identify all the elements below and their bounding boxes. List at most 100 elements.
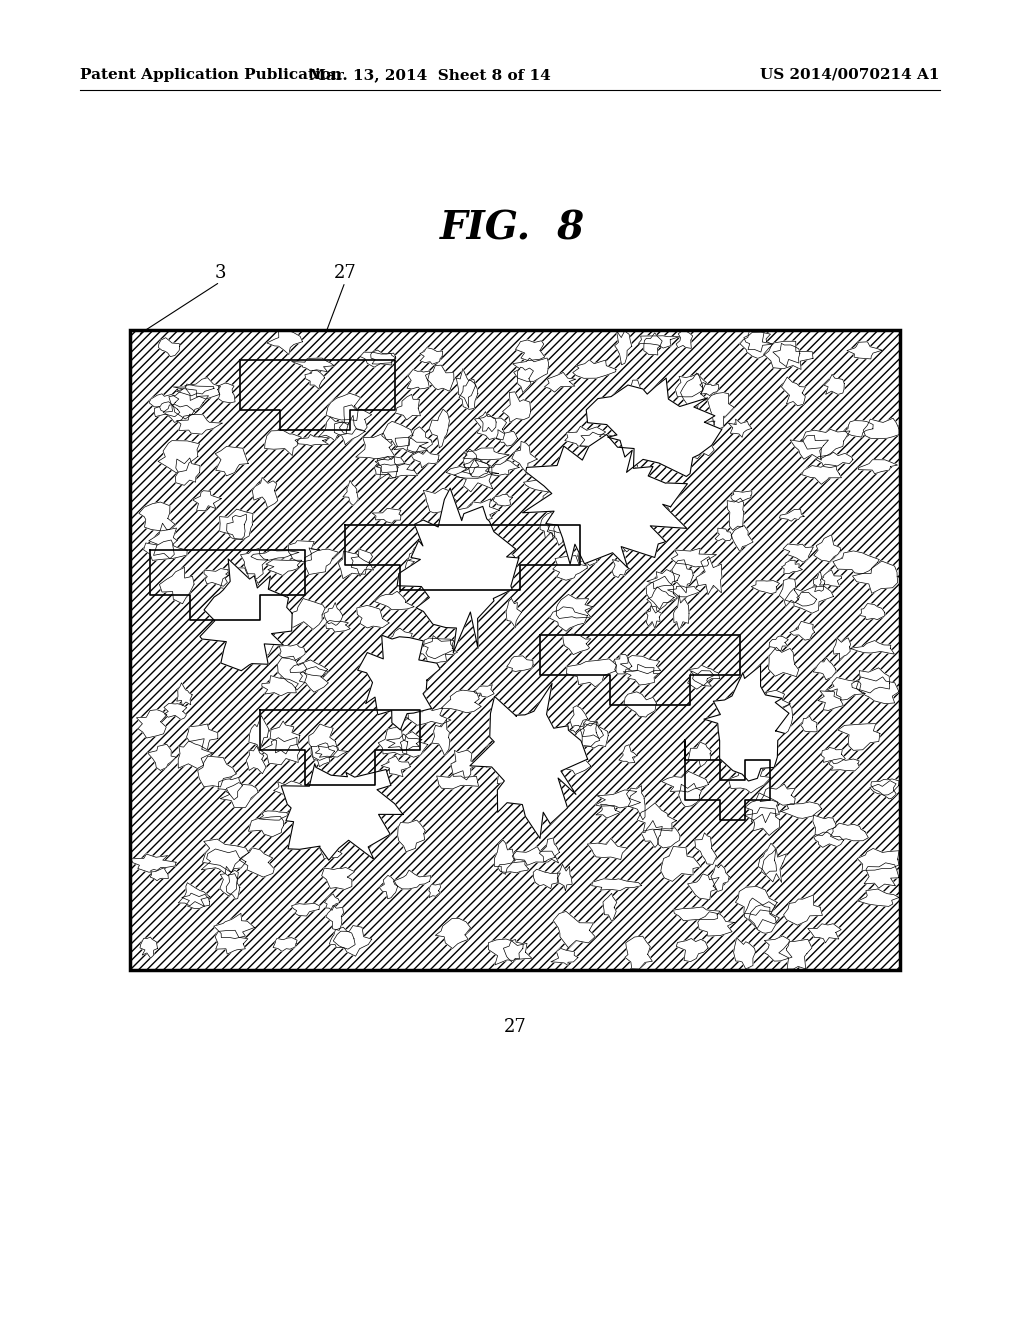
Text: FIG.  8: FIG. 8 xyxy=(439,210,585,248)
Polygon shape xyxy=(863,418,899,438)
Polygon shape xyxy=(182,894,210,908)
Polygon shape xyxy=(147,744,176,771)
Polygon shape xyxy=(833,550,880,574)
Polygon shape xyxy=(381,756,411,776)
Polygon shape xyxy=(586,378,722,477)
Polygon shape xyxy=(624,692,656,717)
Polygon shape xyxy=(220,783,258,808)
Polygon shape xyxy=(565,426,605,446)
Polygon shape xyxy=(758,843,776,875)
Polygon shape xyxy=(838,723,880,750)
Polygon shape xyxy=(309,723,338,760)
Polygon shape xyxy=(697,912,734,936)
Polygon shape xyxy=(614,655,632,675)
Polygon shape xyxy=(318,417,348,441)
Polygon shape xyxy=(498,758,523,784)
Polygon shape xyxy=(783,895,822,925)
Polygon shape xyxy=(409,553,439,565)
Polygon shape xyxy=(696,557,722,594)
Polygon shape xyxy=(545,372,575,392)
Polygon shape xyxy=(470,684,588,838)
Polygon shape xyxy=(826,677,865,700)
Polygon shape xyxy=(672,548,717,566)
Polygon shape xyxy=(375,457,398,479)
Polygon shape xyxy=(672,560,693,593)
Polygon shape xyxy=(249,817,284,837)
Polygon shape xyxy=(175,458,200,486)
Polygon shape xyxy=(266,560,302,576)
Polygon shape xyxy=(496,430,517,446)
Polygon shape xyxy=(612,558,629,578)
Polygon shape xyxy=(814,535,841,562)
Polygon shape xyxy=(744,898,779,928)
Polygon shape xyxy=(215,446,248,475)
Polygon shape xyxy=(160,568,195,603)
Polygon shape xyxy=(394,437,428,453)
Polygon shape xyxy=(764,342,813,370)
Polygon shape xyxy=(614,331,632,364)
Polygon shape xyxy=(545,730,577,755)
Polygon shape xyxy=(259,810,288,820)
Polygon shape xyxy=(553,556,588,581)
Polygon shape xyxy=(766,705,793,737)
Polygon shape xyxy=(556,594,593,619)
Polygon shape xyxy=(360,352,396,367)
Polygon shape xyxy=(790,622,815,640)
Polygon shape xyxy=(494,494,513,506)
Polygon shape xyxy=(550,607,588,631)
Polygon shape xyxy=(814,832,844,847)
Polygon shape xyxy=(728,762,771,793)
Polygon shape xyxy=(330,927,355,949)
Polygon shape xyxy=(441,690,481,713)
Polygon shape xyxy=(215,931,248,954)
Polygon shape xyxy=(621,656,660,673)
Polygon shape xyxy=(241,548,267,578)
Polygon shape xyxy=(454,459,493,492)
Polygon shape xyxy=(202,849,246,876)
Polygon shape xyxy=(169,388,209,418)
Polygon shape xyxy=(511,762,534,781)
Polygon shape xyxy=(504,940,523,962)
Polygon shape xyxy=(379,875,397,899)
Polygon shape xyxy=(140,937,158,958)
Polygon shape xyxy=(338,550,370,578)
Polygon shape xyxy=(595,789,641,808)
Polygon shape xyxy=(598,461,640,473)
Polygon shape xyxy=(646,577,678,610)
Polygon shape xyxy=(643,494,670,512)
Polygon shape xyxy=(218,777,243,800)
Polygon shape xyxy=(512,441,538,474)
Polygon shape xyxy=(715,528,732,541)
Polygon shape xyxy=(495,840,514,874)
Polygon shape xyxy=(845,421,873,437)
Polygon shape xyxy=(150,867,168,880)
Polygon shape xyxy=(284,598,325,630)
Polygon shape xyxy=(779,940,812,969)
Text: 27: 27 xyxy=(334,264,356,282)
Polygon shape xyxy=(870,779,899,795)
Polygon shape xyxy=(688,874,719,900)
Polygon shape xyxy=(540,512,558,539)
Polygon shape xyxy=(679,783,701,807)
Polygon shape xyxy=(646,397,671,418)
Polygon shape xyxy=(785,586,834,614)
Polygon shape xyxy=(515,341,545,360)
Polygon shape xyxy=(720,706,737,734)
Bar xyxy=(130,330,900,970)
Polygon shape xyxy=(415,638,455,665)
Polygon shape xyxy=(422,636,458,659)
Polygon shape xyxy=(580,432,613,455)
Polygon shape xyxy=(334,416,366,445)
Polygon shape xyxy=(781,801,821,818)
Polygon shape xyxy=(752,581,779,594)
Polygon shape xyxy=(604,463,647,487)
Polygon shape xyxy=(400,731,428,758)
Polygon shape xyxy=(711,865,729,891)
Polygon shape xyxy=(762,849,786,883)
Polygon shape xyxy=(249,715,269,751)
Polygon shape xyxy=(228,624,274,655)
Polygon shape xyxy=(678,421,716,434)
Polygon shape xyxy=(295,434,330,446)
Polygon shape xyxy=(397,820,425,851)
Polygon shape xyxy=(553,911,595,948)
